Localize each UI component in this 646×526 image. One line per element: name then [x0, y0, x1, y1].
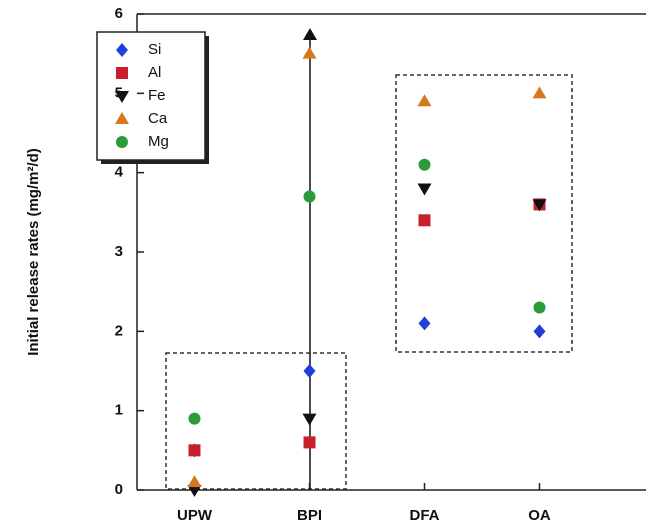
point — [418, 316, 431, 331]
point — [532, 86, 547, 99]
plot-frame — [136, 13, 646, 491]
legend-marker — [116, 67, 128, 79]
point — [303, 190, 316, 203]
point — [532, 199, 547, 212]
point — [533, 301, 546, 314]
y-tick-label: 2 — [115, 322, 123, 339]
dashed-boxes — [165, 74, 573, 490]
y-tick-label: 3 — [115, 243, 123, 260]
point — [533, 324, 546, 339]
x-tick-label: DFA — [410, 507, 440, 524]
y-axis-label: Initial release rates (mg/m²/d) — [25, 148, 42, 356]
y-tick-label: 6 — [115, 5, 123, 22]
legend-marker — [115, 91, 129, 103]
point — [302, 46, 317, 59]
legend-label: Mg — [148, 133, 169, 150]
y-tick-label: 4 — [115, 164, 124, 181]
x-tick-label: UPW — [177, 507, 213, 524]
point — [187, 485, 202, 497]
y-tick-label: 1 — [115, 402, 123, 419]
point — [417, 183, 432, 196]
legend-marker — [116, 43, 128, 57]
point — [303, 436, 316, 449]
y-tick-label: 0 — [115, 481, 123, 498]
legend-marker — [115, 112, 129, 124]
point — [418, 214, 431, 227]
x-tick-label: BPI — [297, 507, 322, 524]
legend-label: Al — [148, 64, 161, 81]
point — [418, 158, 431, 171]
point — [187, 475, 202, 488]
point — [188, 444, 201, 457]
legend-label: Si — [148, 41, 161, 58]
legend-label: Fe — [148, 87, 166, 104]
x-tick-label: OA — [528, 507, 551, 524]
point — [302, 413, 317, 426]
point — [188, 412, 201, 425]
legend-label: Ca — [148, 110, 168, 127]
point — [303, 364, 316, 378]
point — [417, 94, 432, 107]
legend — [96, 31, 209, 164]
legend-marker — [116, 136, 128, 148]
